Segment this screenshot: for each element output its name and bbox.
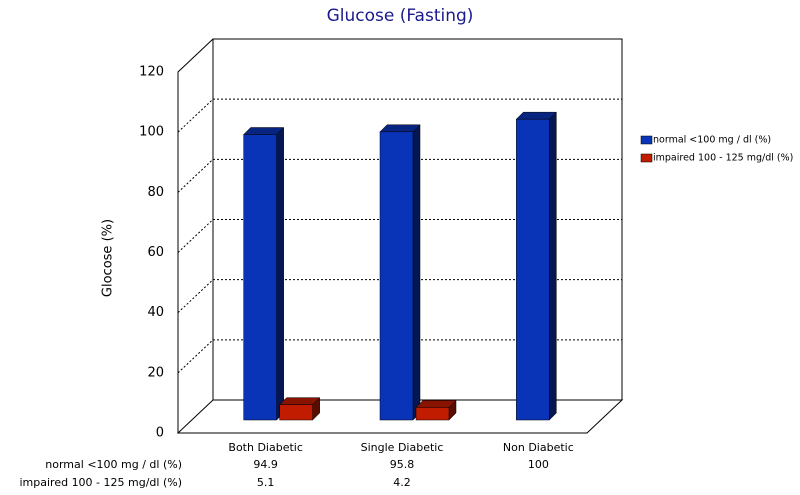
legend-label: normal <100 mg / dl (%) — [653, 135, 771, 146]
y-axis-label: Glocose (%) — [101, 219, 116, 297]
bar — [279, 404, 313, 421]
legend-label: impaired 100 - 125 mg/dl (%) — [653, 153, 793, 164]
grid-line-side — [177, 279, 214, 314]
legend-swatch — [640, 153, 653, 163]
table-value: 100 — [528, 458, 549, 471]
grid-line-side — [177, 158, 214, 193]
y-tick-label: 20 — [147, 365, 164, 380]
bar-top — [379, 124, 421, 133]
chart-title: Glucose (Fasting) — [327, 6, 474, 26]
table-value: 5.1 — [257, 476, 275, 489]
bar — [243, 134, 277, 421]
table-value: 95.8 — [390, 458, 415, 471]
bar-side — [549, 111, 557, 421]
bar-top — [415, 400, 457, 408]
bar-side — [276, 126, 284, 421]
y-tick-label: 80 — [147, 185, 164, 200]
grid-line-side — [177, 339, 214, 374]
bar-top — [515, 111, 557, 120]
legend-swatch — [640, 135, 653, 145]
bar-top — [243, 127, 285, 135]
bar — [516, 118, 550, 421]
x-tick-label: Non Diabetic — [503, 441, 574, 454]
grid-line-side — [177, 98, 214, 133]
y-tick-label: 40 — [147, 305, 164, 320]
y-tick-label: 0 — [156, 426, 164, 441]
table-row-label: impaired 100 - 125 mg/dl (%) — [19, 476, 182, 489]
table-row-label: normal <100 mg / dl (%) — [45, 458, 182, 471]
y-tick-label: 120 — [139, 65, 164, 80]
grid-line-side — [177, 219, 214, 253]
table-value: 94.9 — [253, 458, 278, 471]
bar-top — [279, 397, 321, 405]
bar-side — [412, 124, 421, 421]
table-value: 4.2 — [393, 476, 411, 489]
bar — [379, 131, 414, 421]
bar — [415, 407, 450, 421]
y-tick-label: 100 — [139, 125, 164, 140]
x-tick-label: Both Diabetic — [228, 441, 303, 454]
x-tick-label: Single Diabetic — [361, 441, 444, 454]
y-tick-label: 60 — [147, 245, 164, 260]
